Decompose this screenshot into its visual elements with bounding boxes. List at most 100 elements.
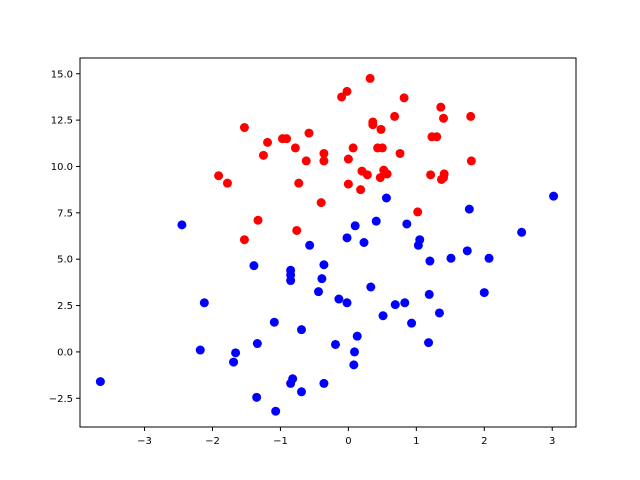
series-1-point-43 [231,348,241,358]
series-0-point-46 [292,225,302,235]
series-1-point-46 [95,377,105,387]
series-0-point-28 [466,156,476,166]
y-tick-label: −2.5 [49,394,73,405]
series-1-point-49 [319,378,329,388]
series-1-point-15 [484,253,494,263]
series-1-point-30 [334,294,344,304]
series-0-point-23 [395,148,405,158]
series-0-point-47 [239,235,249,245]
series-0-point-17 [263,137,273,147]
series-0-point-2 [337,92,347,102]
series-0-point-38 [436,174,446,184]
series-1-point-35 [407,318,417,328]
series-1-point-44 [229,357,239,367]
series-1-point-11 [413,240,423,250]
x-tick-label: 2 [481,436,487,447]
series-0-point-3 [399,93,409,103]
y-tick-label: 7.5 [57,208,73,219]
series-0-point-27 [319,156,329,166]
x-tick-label: −1 [273,436,288,447]
series-0-point-22 [319,148,329,158]
x-axis-ticks: −3 −2 −1 0 1 2 3 [137,427,555,447]
series-1-point-29 [390,300,400,310]
series-1-point-23 [366,282,376,292]
y-tick-label: 15.0 [51,69,73,80]
x-tick-label: −3 [137,436,152,447]
series-0-point-35 [214,171,224,181]
series-1-point-52 [271,406,281,416]
series-1-point-18 [319,260,329,270]
y-tick-label: 5.0 [57,255,73,266]
series-1-point-10 [359,238,369,247]
y-tick-label: 10.0 [51,162,73,173]
series-1-point-7 [517,227,527,237]
series-1-point-6 [350,221,360,231]
series-1-point-33 [378,311,388,321]
series-1-point-34 [269,317,279,327]
series-0-point-1 [342,86,352,96]
series-1-point-32 [434,308,444,318]
series-1-point-4 [402,219,412,229]
series-1-point-42 [350,347,359,357]
series-1-point-51 [252,392,262,402]
series-1-point-31 [342,298,352,308]
series-0-point-12 [304,128,314,138]
series-0-point-32 [362,170,372,180]
y-axis-ticks: −2.5 0.0 2.5 5.0 7.5 10.0 12.5 15.0 [49,69,80,405]
series-1-point-41 [195,345,205,355]
series-1-point-36 [297,325,306,335]
series-0-point-19 [377,143,387,153]
series-0-point-45 [253,215,263,225]
y-tick-label: 12.5 [51,116,73,127]
series-0-point-26 [301,156,311,166]
series-0-point-39 [222,178,232,188]
points-layer [95,73,559,416]
y-tick-label: 0.0 [57,347,73,358]
series-1-point-26 [424,289,434,299]
series-1-point-24 [313,287,323,297]
series-0-point-41 [343,179,353,189]
series-1-point-22 [286,276,296,286]
series-0-point-5 [390,111,400,121]
series-0-point-11 [376,124,386,134]
series-1-point-8 [342,233,352,243]
x-tick-label: 0 [345,436,351,447]
series-0-point-25 [343,154,353,164]
series-0-point-43 [316,198,326,208]
series-0-point-40 [294,178,304,188]
series-0-point-34 [426,170,436,180]
series-1-point-45 [349,360,359,370]
series-0-point-31 [382,169,392,179]
series-1-point-16 [425,256,435,266]
series-1-point-37 [352,331,362,341]
series-0-point-4 [436,102,446,112]
series-1-point-0 [549,191,559,201]
plot-frame [79,57,577,428]
series-1-point-3 [371,216,381,226]
series-0-point-14 [432,132,442,142]
series-0-point-16 [282,134,292,144]
series-1-point-38 [424,338,434,348]
series-1-point-13 [462,246,472,256]
series-0-point-10 [239,123,249,133]
series-0-point-42 [356,185,366,195]
x-tick-label: −2 [205,436,220,447]
series-1-point-50 [297,387,306,397]
series-0-point-9 [368,120,378,130]
series-1-point-12 [305,240,315,250]
series-0-point-20 [348,143,358,153]
series-1-point-17 [249,261,259,271]
y-tick-label: 2.5 [57,301,73,312]
series-0-point-0 [365,73,375,83]
series-1-point-40 [330,339,340,349]
series-1-point-25 [479,288,489,298]
series-1-point-21 [317,274,327,284]
series-1-point-5 [177,220,187,230]
series-0-point-21 [290,143,300,153]
series-1-point-1 [381,193,391,203]
series-1-point-39 [252,339,262,349]
series-1-point-14 [446,253,456,263]
series-0-point-7 [439,113,449,123]
series-0-point-44 [413,207,423,217]
